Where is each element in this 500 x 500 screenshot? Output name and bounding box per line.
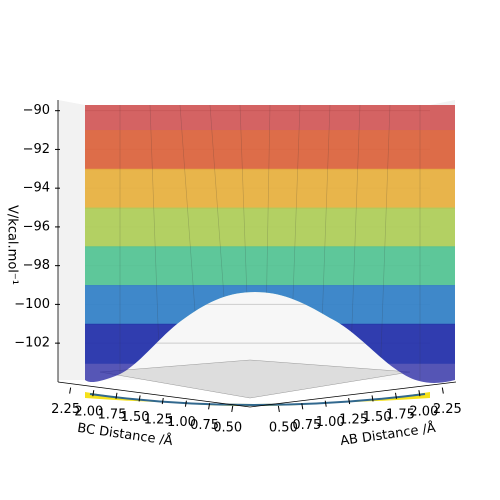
z-tick-label: −94 [23,181,50,196]
y-tick [441,387,444,394]
x-tick [138,395,141,402]
x-tick [184,400,187,407]
surface-mesh [119,105,421,381]
x-tick-label: 1.75 [97,407,126,422]
x-tick [161,397,164,405]
y-tick [348,397,351,405]
y-tick [418,390,421,397]
y-axis [249,381,457,408]
z-tick-label: −90 [23,103,50,118]
z-tick-label: −102 [14,336,50,351]
z-tick-label: −100 [14,297,50,312]
y-tick-label: 2.00 [409,405,438,420]
y-tick-label: 1.75 [386,407,415,422]
y-tick-label: 1.50 [363,410,392,425]
x-tick [92,390,95,397]
z-tick-label: −98 [23,258,50,273]
y-tick [324,400,327,407]
y-tick-label: 0.75 [292,418,321,433]
x-tick-label: 2.25 [51,402,80,417]
y-tick-label: 1.00 [316,415,345,430]
x-tick-label: 1.25 [144,413,173,428]
y-tick-label: 2.25 [433,402,462,417]
y-tick-label: 1.25 [339,413,368,428]
x-tick-label: 2.00 [74,405,103,420]
z-tick-label: −92 [23,142,50,157]
z-tick-label: −96 [23,219,50,234]
x-tick-label: 0.50 [213,420,242,435]
y-tick [277,405,280,413]
y-tick [301,403,304,410]
z-axis-label: V/kcal.mol⁻¹ [5,205,20,285]
y-tick-label: 0.50 [269,420,298,435]
x-axis [57,381,251,408]
x-tick [69,387,72,394]
x-tick-label: 1.00 [167,415,196,430]
y-tick [371,395,374,402]
x-tick [208,403,211,410]
x-tick [115,392,118,399]
x-tick [231,405,234,413]
x-tick-label: 1.50 [121,410,150,425]
y-tick [394,392,397,399]
x-tick-label: 0.75 [190,418,219,433]
